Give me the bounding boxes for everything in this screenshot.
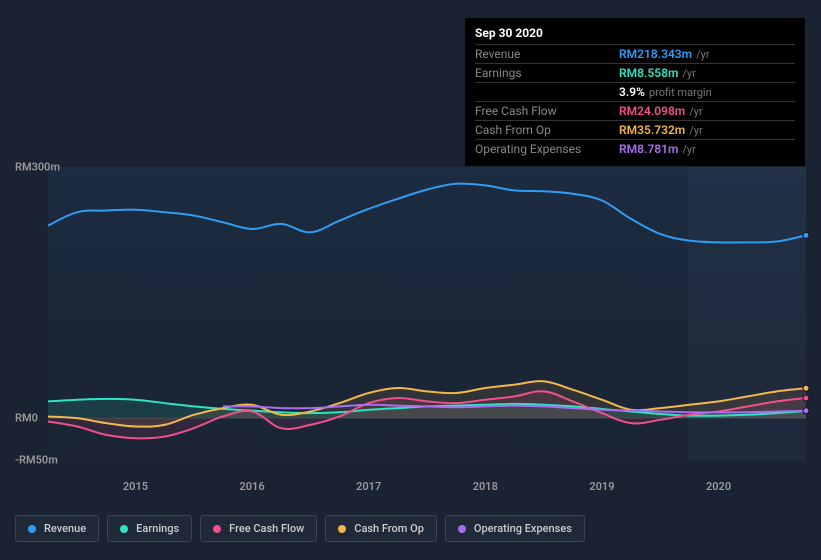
tooltip-label: Free Cash Flow [475,104,619,118]
x-axis-label: 2019 [589,480,614,493]
tooltip-label: Operating Expenses [475,142,619,156]
end-marker-revenue [803,232,809,238]
legend: Revenue Earnings Free Cash Flow Cash From O… [15,515,585,542]
legend-label: Revenue [44,522,86,535]
tooltip-label: Revenue [475,47,619,61]
legend-item[interactable]: Operating Expenses [445,515,585,542]
legend-label: Earnings [136,522,179,535]
tooltip-value-wrap: RM35.732m/yr [619,123,795,137]
x-axis-labels: 2015 2016 2017 2018 2019 2020 [48,480,806,495]
tooltip-unit: /yr [696,48,709,61]
tooltip-row: EarningsRM8.558m/yr [475,63,795,82]
tooltip-row: RevenueRM218.343m/yr [475,44,795,63]
legend-item[interactable]: Earnings [107,515,192,542]
tooltip-value: RM8.781m [619,142,678,156]
end-marker-cfo [803,385,809,391]
legend-dot-icon [338,525,346,533]
chart-svg [48,167,806,460]
tooltip-label: Cash From Op [475,123,619,137]
legend-dot-icon [458,525,466,533]
financials-chart: RM300mRM0-RM50m 201520162017201820192020 [15,155,806,475]
tooltip-value: 3.9% [619,85,645,99]
y-axis-label: RM300m [15,161,75,174]
legend-label: Cash From Op [354,522,424,535]
x-axis-label: 2018 [473,480,498,493]
legend-item[interactable]: Revenue [15,515,99,542]
tooltip-value: RM8.558m [619,66,678,80]
tooltip-row: Free Cash FlowRM24.098m/yr [475,101,795,120]
tooltip-rows: RevenueRM218.343m/yrEarningsRM8.558m/yr3… [475,44,795,158]
end-marker-opex [803,408,809,414]
tooltip-unit: /yr [689,105,702,118]
x-axis-label: 2016 [239,480,264,493]
tooltip-unit: /yr [682,67,695,80]
legend-dot-icon [213,525,221,533]
tooltip-value-wrap: RM24.098m/yr [619,104,795,118]
x-axis-label: 2017 [356,480,381,493]
plot-area[interactable]: RM300mRM0-RM50m [48,167,806,460]
tooltip-value: RM35.732m [619,123,685,137]
legend-item[interactable]: Cash From Op [325,515,437,542]
tooltip-card: Sep 30 2020 RevenueRM218.343m/yrEarnings… [465,18,805,166]
tooltip-header: Sep 30 2020 [475,26,795,44]
tooltip-row: Cash From OpRM35.732m/yr [475,120,795,139]
series-line-revenue [48,184,806,243]
tooltip-unit: /yr [689,124,702,137]
y-axis-label: -RM50m [15,454,75,467]
tooltip-value-wrap: RM8.558m/yr [619,66,795,80]
legend-label: Operating Expenses [474,522,572,535]
tooltip-value-wrap: RM8.781m/yr [619,142,795,156]
tooltip-value: RM218.343m [619,47,692,61]
end-marker-fcf [803,395,809,401]
tooltip-value: RM24.098m [619,104,685,118]
y-axis-label: RM0 [15,412,75,425]
x-axis-label: 2015 [123,480,148,493]
tooltip-value-wrap: 3.9% profit margin [619,85,795,99]
tooltip-row: 3.9% profit margin [475,82,795,101]
legend-dot-icon [28,525,36,533]
x-axis-label: 2020 [706,480,731,493]
legend-dot-icon [120,525,128,533]
tooltip-value-wrap: RM218.343m/yr [619,47,795,61]
tooltip-unit: profit margin [649,86,712,99]
tooltip-label: Earnings [475,66,619,80]
legend-item[interactable]: Free Cash Flow [200,515,317,542]
legend-label: Free Cash Flow [229,522,304,535]
